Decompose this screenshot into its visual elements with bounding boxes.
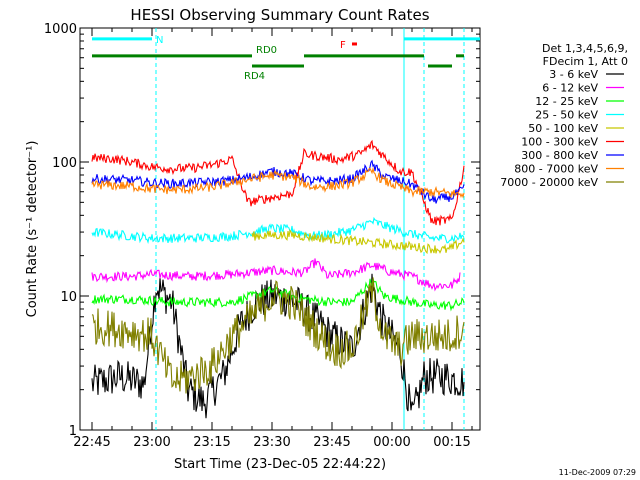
y-tick-label-3: 1000 (44, 22, 77, 37)
series-line-7 (91, 166, 465, 199)
y-axis: 1 10 100 1000 (44, 22, 480, 439)
series-line-1 (91, 258, 461, 292)
x-tick-label-5: 00:00 (373, 435, 410, 450)
annotation-bars: N F RD0 RD4 (92, 35, 480, 82)
series-line-5 (91, 139, 465, 226)
footer-timestamp: 11-Dec-2009 07:29 (559, 468, 636, 477)
x-tick-label-1: 23:00 (133, 435, 170, 450)
x-tick-label-6: 00:15 (433, 435, 470, 450)
legend-label-6: 300 - 800 keV (521, 149, 598, 162)
x-tick-label-4: 23:45 (313, 435, 350, 450)
legend-label-7: 800 - 7000 keV (514, 163, 598, 176)
annotation-label-rd0: RD0 (256, 45, 277, 56)
series-lines (91, 139, 465, 419)
legend-label-1: 6 - 12 keV (542, 82, 598, 95)
legend-label-0: 3 - 6 keV (549, 68, 598, 81)
y-tick-label-2: 100 (52, 156, 77, 171)
x-tick-label-2: 23:15 (193, 435, 230, 450)
annotation-label-f: F (340, 40, 346, 51)
legend-label-5: 100 - 300 keV (521, 136, 598, 149)
y-axis-label: Count Rate (s⁻¹ detector⁻¹) (25, 141, 40, 318)
series-line-8 (91, 277, 465, 394)
legend-header-1: FDecim 1, Att 0 (543, 55, 628, 68)
y-tick-label-0: 1 (69, 424, 77, 439)
x-axis: 22:45 23:00 23:15 23:30 23:45 00:00 00:15 (73, 28, 473, 450)
legend-label-3: 25 - 50 keV (535, 109, 598, 122)
annotation-label-rd4: RD4 (244, 71, 265, 82)
legend-header-0: Det 1,3,4,5,6,9, (542, 42, 628, 55)
annotation-label-n: N (156, 35, 163, 46)
series-line-3 (91, 216, 465, 244)
legend-label-4: 50 - 100 keV (528, 122, 598, 135)
x-axis-label: Start Time (23-Dec-05 22:44:22) (174, 457, 386, 472)
legend: Det 1,3,4,5,6,9,FDecim 1, Att 03 - 6 keV… (500, 42, 628, 189)
y-tick-label-1: 10 (60, 290, 77, 305)
plot-frame (79, 27, 481, 431)
series-line-4 (251, 229, 465, 255)
x-tick-label-3: 23:30 (253, 435, 290, 450)
x-tick-label-0: 22:45 (73, 435, 110, 450)
legend-label-8: 7000 - 20000 keV (500, 176, 598, 189)
legend-label-2: 12 - 25 keV (535, 95, 598, 108)
chart-title: HESSI Observing Summary Count Rates (130, 6, 429, 24)
